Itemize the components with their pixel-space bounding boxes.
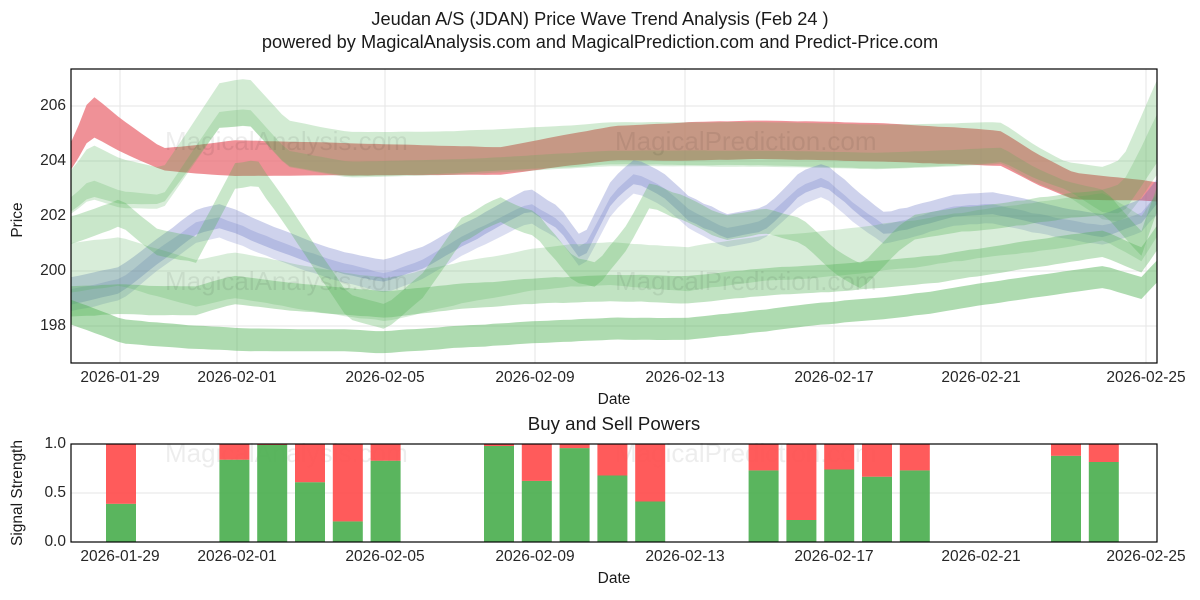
svg-text:2026-02-09: 2026-02-09 [495,548,574,565]
svg-text:198: 198 [40,317,66,334]
svg-text:206: 206 [40,97,66,114]
svg-text:2026-02-05: 2026-02-05 [345,548,424,565]
svg-text:MagicalAnalysis.com: MagicalAnalysis.com [165,266,408,296]
svg-text:1.0: 1.0 [44,435,66,452]
svg-text:2026-01-29: 2026-01-29 [80,548,159,565]
svg-text:Date: Date [598,391,631,408]
svg-text:Date: Date [598,570,631,587]
svg-text:2026-02-13: 2026-02-13 [645,548,724,565]
svg-text:2026-02-21: 2026-02-21 [941,369,1020,386]
svg-text:2026-02-21: 2026-02-21 [941,548,1020,565]
svg-text:2026-02-09: 2026-02-09 [495,369,574,386]
svg-text:2026-02-01: 2026-02-01 [197,548,276,565]
svg-text:2026-02-05: 2026-02-05 [345,369,424,386]
svg-text:Signal Strength: Signal Strength [9,440,26,546]
svg-text:204: 204 [40,152,66,169]
svg-text:200: 200 [40,262,66,279]
svg-text:MagicalPrediction.com: MagicalPrediction.com [615,126,877,156]
svg-text:2026-02-13: 2026-02-13 [645,369,724,386]
svg-text:MagicalAnalysis.com: MagicalAnalysis.com [165,126,408,156]
svg-text:2026-02-25: 2026-02-25 [1106,369,1185,386]
svg-text:2026-01-29: 2026-01-29 [80,369,159,386]
svg-text:0.5: 0.5 [44,484,66,501]
svg-text:0.0: 0.0 [44,533,66,550]
svg-text:Buy and Sell Powers: Buy and Sell Powers [528,413,700,434]
svg-text:Price: Price [9,202,26,237]
svg-text:MagicalPrediction.com: MagicalPrediction.com [615,266,877,296]
svg-text:2026-02-17: 2026-02-17 [794,548,873,565]
svg-text:2026-02-25: 2026-02-25 [1106,548,1185,565]
svg-text:202: 202 [40,207,66,224]
svg-text:2026-02-17: 2026-02-17 [794,369,873,386]
svg-text:2026-02-01: 2026-02-01 [197,369,276,386]
